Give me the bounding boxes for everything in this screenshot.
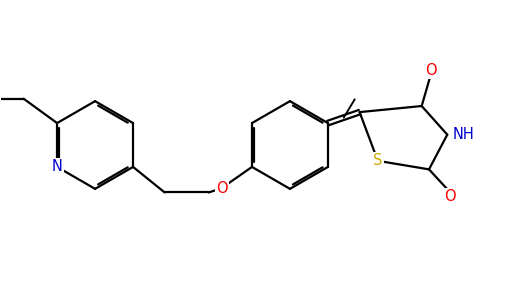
Text: S: S — [373, 153, 383, 168]
Text: O: O — [425, 63, 436, 78]
Text: O: O — [444, 189, 456, 204]
Text: N: N — [52, 160, 63, 174]
Text: O: O — [216, 181, 227, 196]
Text: NH: NH — [452, 127, 474, 142]
